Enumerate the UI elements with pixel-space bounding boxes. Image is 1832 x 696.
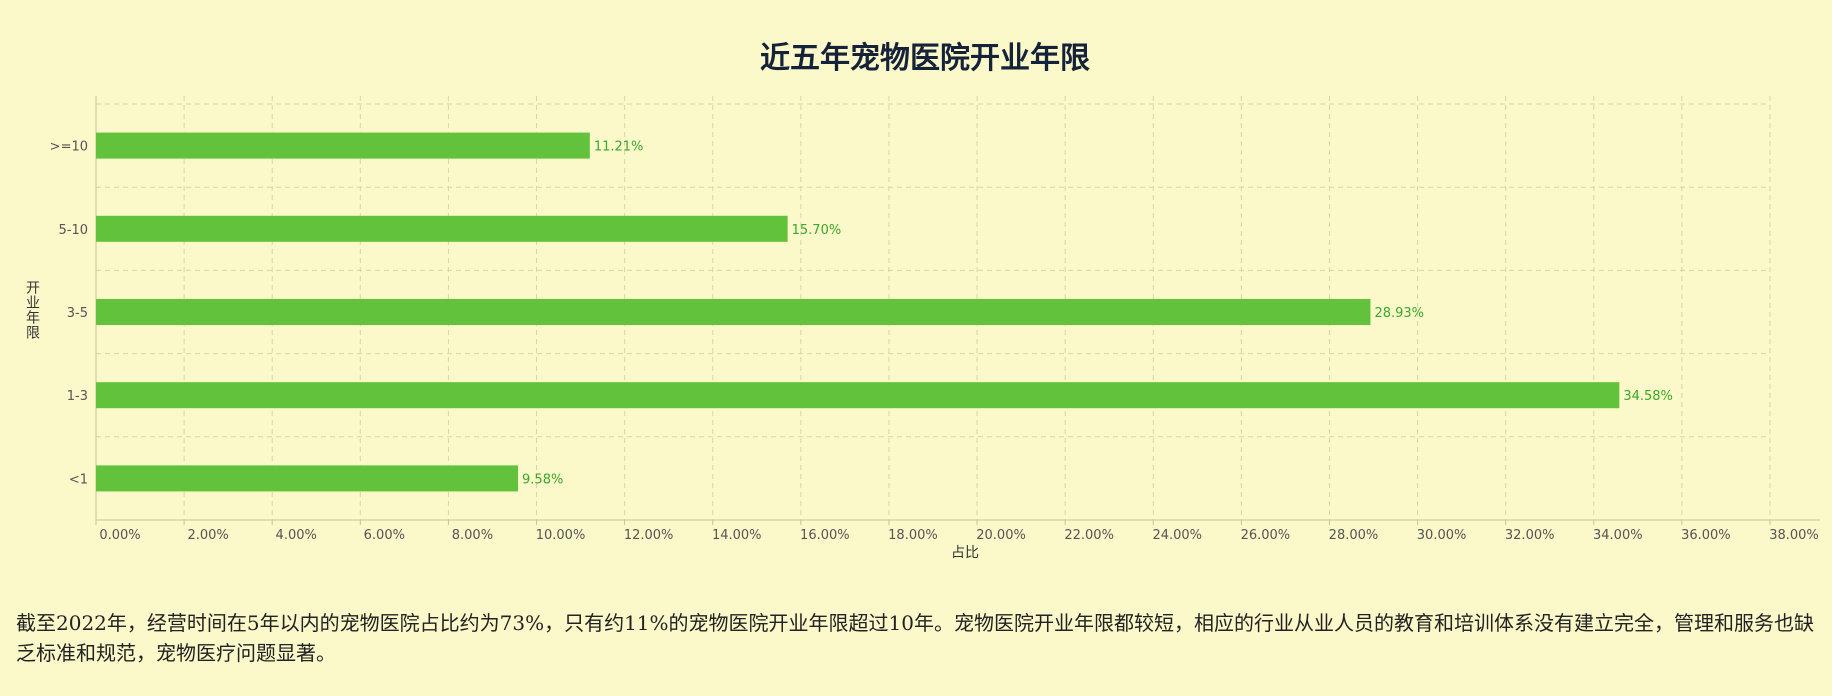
x-tick-label: 2.00% [187,528,228,543]
x-tick-label: 28.00% [1329,528,1379,543]
bar[interactable] [96,215,788,242]
x-tick-label: 10.00% [536,528,586,543]
x-tick-label: 26.00% [1241,528,1291,543]
x-tick-label: 4.00% [276,528,317,543]
y-tick-label: 5-10 [58,223,88,238]
chart-container: 0.00% 2.00% 4.00% 6.00% 8.00% 10.00% 12.00% 14.… [26,41,1820,561]
y-tick-label: <1 [69,472,88,487]
bar-value-label: 34.58% [1623,389,1673,404]
bar-value-label: 15.70% [792,223,842,238]
chart-description: 截至2022年，经营时间在5年以内的宠物医院占比约为73%，只有约11%的宠物医… [16,611,1814,665]
x-axis-title: 占比 [951,545,979,561]
bar-value-label: 9.58% [522,472,563,487]
bar[interactable] [96,299,1371,325]
x-tick-label: 22.00% [1064,528,1114,543]
y-tick-label: >=10 [50,140,88,155]
bar[interactable] [96,465,519,492]
x-tick-label: 20.00% [976,528,1026,543]
x-tick-label: 6.00% [364,528,405,543]
chart-title: 近五年宠物医院开业年限 [760,41,1090,76]
bar[interactable] [96,382,1620,409]
bar-chart: 0.00% 2.00% 4.00% 6.00% 8.00% 10.00% 12.00% 14.… [26,41,1820,561]
x-tick-label: 36.00% [1681,528,1731,543]
x-tick-label: 30.00% [1417,528,1467,543]
x-tick-label: 32.00% [1505,528,1555,543]
labels: 0.00% 2.00% 4.00% 6.00% 8.00% 10.00% 12.00% 14.… [50,140,1819,543]
x-tick-label: 16.00% [800,528,850,543]
bars [96,132,1620,492]
bar-value-label: 11.21% [594,140,644,155]
x-tick-label: 38.00% [1769,528,1819,543]
x-tick-label: 24.00% [1152,528,1202,543]
bar-value-label: 28.93% [1374,306,1424,321]
x-tick-label: 0.00% [99,528,140,543]
x-tick-label: 8.00% [452,528,493,543]
x-tick-label: 12.00% [624,528,674,543]
y-tick-label: 3-5 [67,306,88,321]
y-axis-title: 开业年限 [26,281,40,342]
y-tick-label: 1-3 [67,389,88,404]
grid-lines [96,96,1771,520]
x-tick-label: 34.00% [1593,528,1643,543]
x-tick-label: 14.00% [712,528,762,543]
x-tick-label: 18.00% [888,528,938,543]
bar[interactable] [96,132,590,159]
